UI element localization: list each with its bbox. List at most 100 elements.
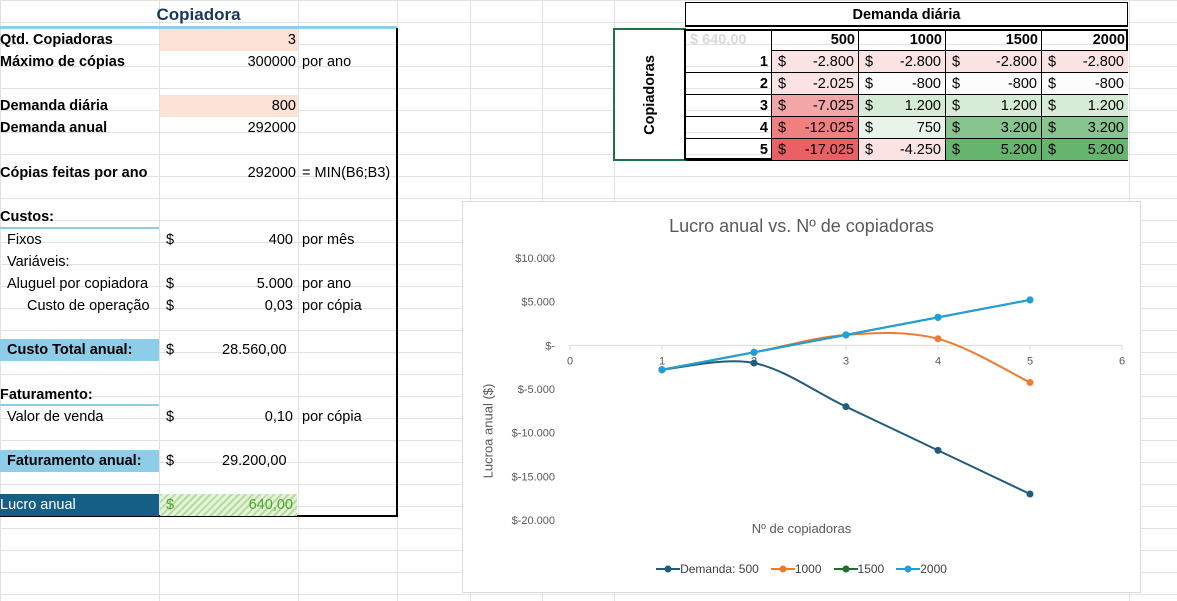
datatable-cell[interactable]: $3.200 — [945, 117, 1041, 139]
datatable-side-cell[interactable]: Copiadoras — [613, 28, 686, 161]
cell-value: -2.800 — [899, 54, 941, 70]
label-valor-venda: Valor de venda — [7, 409, 104, 425]
currency-lucro: $ — [166, 497, 175, 513]
datatable-cell[interactable]: $ -7.025 — [771, 95, 858, 117]
cell-value: 750 — [916, 120, 941, 136]
legend-item[interactable]: 1500 — [833, 562, 885, 576]
cell-currency: $ — [778, 142, 787, 158]
chart-plot: $10.000 $5.000 $- $-5.000 $-10.000 $-15.000 $-… — [512, 253, 1126, 527]
y-tick-label: $- — [545, 340, 555, 352]
datatable-demand-2000[interactable]: 2000 — [1041, 29, 1128, 51]
datatable-copiadoras-4[interactable]: 4 — [686, 117, 771, 139]
datatable-cell[interactable]: $ -12.025 — [771, 117, 858, 139]
datatable-cell[interactable]: $5.200 — [1041, 139, 1128, 161]
datatable-cell[interactable]: $ -2.800 — [1041, 51, 1128, 73]
model-border-bottom — [0, 515, 398, 517]
label-aluguel: Aluguel por copiadora — [7, 276, 149, 292]
cell-currency: $ — [952, 120, 961, 136]
datatable-cell[interactable]: $ -2.025 — [771, 73, 858, 95]
value-demanda-anual[interactable]: 292000 — [247, 120, 296, 136]
value-custo-operacao[interactable]: 0,03 — [264, 298, 293, 314]
value-faturamento-anual[interactable]: 29.200,00 — [222, 453, 287, 469]
value-fixos[interactable]: 400 — [268, 232, 293, 248]
formula-note: = MIN(B6;B3) — [302, 165, 391, 181]
value-custo-total[interactable]: 28.560,00 — [222, 342, 287, 358]
value-valor-venda[interactable]: 0,10 — [264, 409, 293, 425]
cell-value: -800 — [1007, 76, 1037, 92]
cell-currency: $ — [778, 120, 787, 136]
datatable-copiadoras-2[interactable]: 2 — [686, 73, 771, 95]
datatable-copiadoras-5[interactable]: 5 — [686, 139, 771, 161]
model-title: Copiadora — [156, 5, 241, 24]
legend-item[interactable]: 2000 — [896, 562, 947, 576]
cell-currency: $ — [865, 142, 874, 158]
datatable-cell[interactable]: $ -800 — [858, 73, 945, 95]
cell-currency: $ — [778, 98, 787, 114]
legend-marker — [896, 565, 921, 573]
model-border-right — [396, 28, 398, 517]
label-custo-operacao: Custo de operação — [27, 298, 150, 314]
datatable-cell[interactable]: $ -800 — [945, 73, 1041, 95]
x-tick-label: 4 — [935, 355, 941, 367]
cell-currency: $ — [952, 142, 961, 158]
label-qtd-copiadoras: Qtd. Copiadoras — [0, 32, 113, 48]
value-aluguel[interactable]: 5.000 — [256, 276, 293, 292]
currency-faturamento-anual: $ — [166, 453, 175, 469]
unit-fixos: por mês — [302, 232, 355, 248]
lucro-number: 640,00 — [248, 497, 293, 513]
datatable-cell[interactable]: $ -2.800 — [771, 51, 858, 73]
currency-fixos: $ — [166, 232, 175, 248]
datatable-copiadoras-1[interactable]: 1 — [686, 51, 771, 73]
cell-currency: $ — [1048, 120, 1057, 136]
datatable-cell[interactable]: $ -2.800 — [945, 51, 1041, 73]
datatable-demand-500[interactable]: 500 — [771, 29, 858, 51]
legend-item[interactable]: 1000 — [770, 562, 822, 576]
value-lucro-anual[interactable]: $ 640,00 — [160, 494, 297, 516]
cell-currency: $ — [952, 76, 961, 92]
legend-label: 1500 — [857, 562, 885, 576]
cell-value: -17.025 — [804, 142, 854, 158]
currency-valor-venda: $ — [166, 409, 175, 425]
datatable-cell[interactable]: $ -2.800 — [858, 51, 945, 73]
datatable-copiadoras-3[interactable]: 3 — [686, 95, 771, 117]
cell-currency: $ — [1048, 142, 1057, 158]
series-point — [750, 348, 758, 356]
cell-value: -2.025 — [812, 76, 854, 92]
profit-chart[interactable]: Lucro anual vs. Nº de copiadoras $10.000… — [462, 201, 1141, 593]
cell-currency: $ — [865, 54, 874, 70]
x-tick-label: 0 — [567, 355, 573, 367]
series-point — [1026, 490, 1034, 498]
value-copias-feitas[interactable]: 292000 — [247, 165, 296, 181]
y-tick-label: $-10.000 — [512, 428, 555, 440]
chart-legend: Demanda: 500 1000 1500 2000 — [463, 562, 1140, 578]
value-maximo-copias[interactable]: 300000 — [247, 54, 296, 70]
legend-item[interactable]: Demanda: 500 — [656, 562, 759, 576]
datatable-cell[interactable]: $ -800 — [1041, 73, 1128, 95]
datatable-cell[interactable]: $1.200 — [1041, 95, 1128, 117]
series-point — [934, 335, 942, 343]
cell-value: 5.200 — [1000, 142, 1037, 158]
y-tick-label: $-15.000 — [512, 471, 555, 483]
col-divider — [298, 0, 299, 601]
label-maximo-copias: Máximo de cópias — [0, 54, 125, 70]
input-demanda-diaria[interactable]: 800 — [160, 95, 298, 117]
unit-custo-operacao: por cópia — [302, 298, 362, 314]
cell-value: -4.250 — [899, 142, 941, 158]
cell-value: 3.200 — [1087, 120, 1124, 136]
datatable-cell[interactable]: $5.200 — [945, 139, 1041, 161]
datatable-cell[interactable]: $750 — [858, 117, 945, 139]
datatable-cell[interactable]: $1.200 — [945, 95, 1041, 117]
datatable-cell[interactable]: $ -4.250 — [858, 139, 945, 161]
datatable-cell[interactable]: $1.200 — [858, 95, 945, 117]
y-tick-label: $-20.000 — [512, 515, 555, 527]
cell-value: 3.200 — [1000, 120, 1037, 136]
datatable-demand-1500[interactable]: 1500 — [945, 29, 1041, 51]
datatable-demand-1000[interactable]: 1000 — [858, 29, 945, 51]
legend-marker — [656, 565, 681, 573]
datatable-cell[interactable]: $ -17.025 — [771, 139, 858, 161]
datatable-corner: $ 640,00 — [690, 32, 747, 48]
datatable-cell[interactable]: $3.200 — [1041, 117, 1128, 139]
input-qtd-copiadoras[interactable]: 3 — [160, 29, 298, 51]
label-faturamento-anual: Faturamento anual: — [0, 450, 159, 472]
legend-marker — [770, 565, 795, 573]
